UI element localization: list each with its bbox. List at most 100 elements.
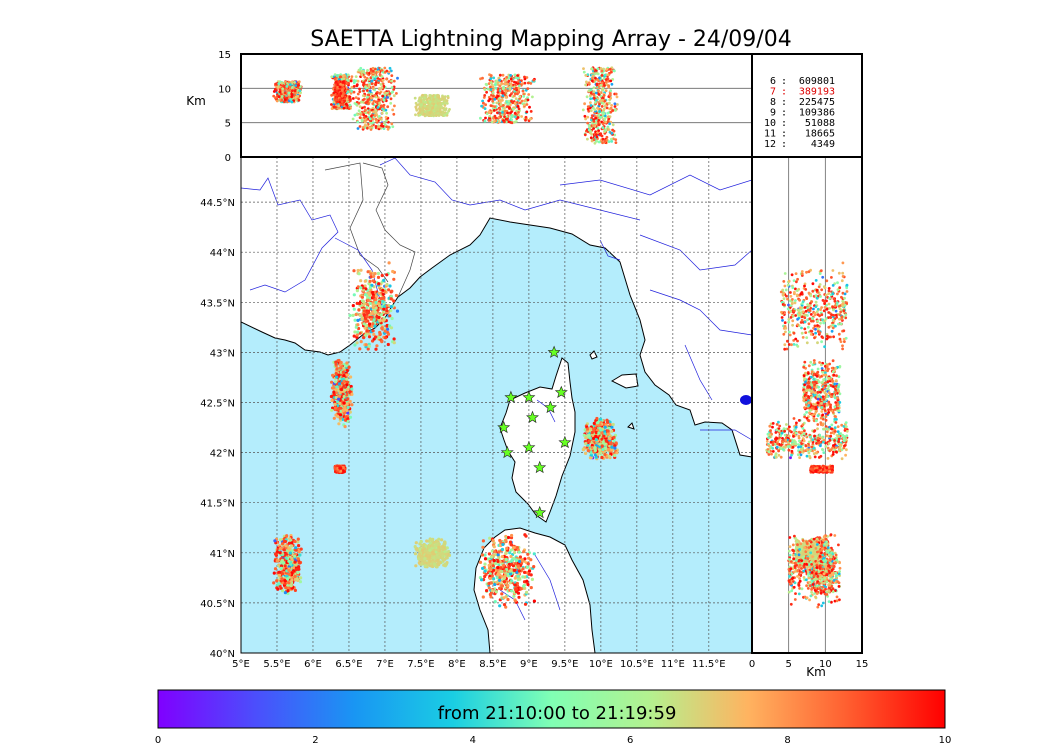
lightning-point [387,261,391,265]
lightning-point [603,446,607,450]
lightning-point [385,282,389,287]
lightning-point [296,537,300,541]
lightning-point [499,566,503,570]
lightning-point [613,453,617,458]
lightning-point [336,400,340,404]
lightning-point [297,567,301,571]
lightning-point [342,379,346,383]
lightning-point-alt-lon [362,113,365,117]
lightning-point-alt-lon [356,92,360,96]
lightning-point-alt-lon [346,78,349,82]
station-star-icon [533,460,547,474]
lightning-point [332,416,336,420]
lightning-point [377,291,381,295]
lightning-point [481,539,485,543]
lightning-point-alt-lon [345,82,349,85]
lightning-point [438,552,443,557]
lightning-point-alt-lon [417,99,421,103]
lightning-point [414,564,418,568]
lightning-point-alt-lon [384,115,388,119]
lightning-point-alt-lon [367,83,371,87]
station-star-icon [522,440,536,454]
lightning-point [273,539,277,543]
lightning-points-map [272,261,620,609]
lightning-point [287,547,291,551]
lightning-point [345,402,349,406]
lightning-point [376,271,380,276]
lightning-point [363,326,367,330]
lightning-point [503,574,507,578]
lightning-point [423,564,427,568]
lightning-point [352,334,356,338]
lightning-point [526,582,530,587]
lightning-point [437,542,441,546]
lightning-point-alt-lon [387,125,390,129]
lightning-point-alt-lon [294,84,298,87]
lightning-point-alt-lon [348,103,352,107]
lightning-point [613,446,617,450]
lightning-point [368,322,372,326]
lightning-point [295,577,299,581]
lightning-point [499,540,503,544]
lightning-point [419,539,423,544]
lightning-point [598,417,603,421]
lightning-point-alt-lon [289,97,292,101]
lightning-point [358,331,362,335]
lightning-point [294,548,298,552]
lightning-point [367,335,372,339]
lightning-point-alt-lon [364,101,368,105]
lightning-point [286,577,290,581]
lightning-point [493,550,497,554]
lightning-point [501,542,505,547]
lightning-point [345,377,349,381]
lightning-point [498,578,502,583]
lightning-point [333,402,337,406]
lightning-point [359,286,363,290]
map-grid [241,157,752,653]
lightning-point [523,602,528,606]
lightning-point-alt-lon [281,90,284,94]
lightning-point [355,335,359,339]
lightning-point [610,429,614,433]
lightning-point-alt-lon [346,73,350,77]
giglio-island [627,422,635,430]
lightning-point [488,592,492,597]
lightning-point [441,544,445,549]
lightning-point-alt-lon [371,121,374,125]
lightning-point-alt-lon [374,67,377,71]
mainland-land [241,157,752,458]
lightning-point [342,406,346,410]
lightning-point [374,347,378,351]
lightning-point [584,436,588,440]
lightning-point [491,568,496,572]
lightning-point [432,562,437,566]
lightning-point-alt-lon [378,87,381,91]
lightning-point [362,309,366,313]
lightning-point-alt-lon [392,79,396,83]
lightning-point-alt-lon [350,85,354,89]
lightning-point-alt-lon [369,76,373,80]
lightning-point [491,564,495,568]
lightning-point [502,563,506,567]
lightning-point [337,422,341,426]
lightning-point [294,567,299,572]
lightning-point [606,420,610,425]
lightning-point [272,571,276,575]
lightning-point [600,431,604,435]
lightning-point-alt-lon [298,89,302,92]
lightning-point [504,595,508,599]
lightning-point [343,425,347,429]
lightning-point-alt-lon [332,105,336,109]
lightning-point [598,423,602,427]
blue-source-marker [740,395,752,405]
lightning-point-alt-lon [287,80,291,84]
lightning-point [584,451,588,455]
lightning-point [441,552,445,556]
lightning-point [283,582,287,586]
lightning-point [330,408,334,412]
lightning-point-alt-lon [372,110,375,114]
lightning-point-alt-lon [421,99,425,103]
lightning-point-alt-lon [330,75,334,79]
lightning-point [297,565,301,569]
lightning-point-alt-lon [389,97,393,101]
